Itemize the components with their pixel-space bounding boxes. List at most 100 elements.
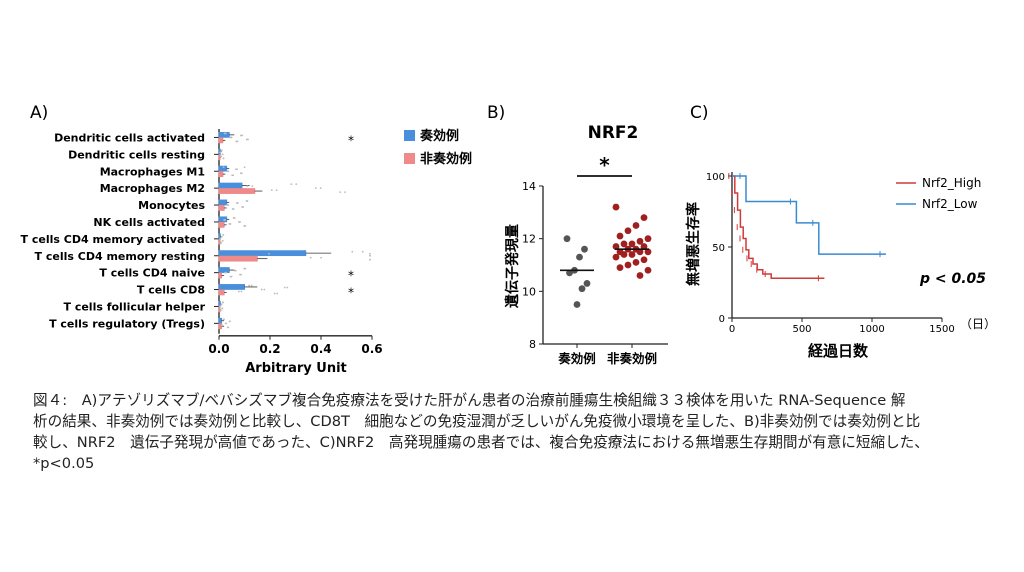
- panel-a-sample-dot: [369, 252, 371, 255]
- panel-a-sample-dot: [221, 239, 224, 242]
- panel-a-bar-nonresponder: [218, 171, 224, 178]
- panel-a-sample-dot: [224, 219, 227, 221]
- panel-a-sample-dot: [236, 168, 238, 171]
- panel-a-sample-dot: [239, 221, 241, 223]
- panel-a-category-label: Macrophages M1: [100, 165, 205, 178]
- panel-a-sample-dot: [225, 322, 228, 325]
- panel-a-sample-dot: [232, 174, 235, 177]
- panel-a-sample-dot: [319, 187, 322, 190]
- panel-a-sample-dot: [275, 189, 278, 192]
- panel-a-sample-dot: [237, 290, 240, 293]
- panel-b-data-point: [573, 301, 581, 308]
- panel-a-sample-dot: [229, 223, 232, 225]
- panel-a-x-tick-label: 0.0: [208, 342, 229, 356]
- legend-label-high: Nrf2_High: [922, 176, 981, 190]
- panel-a-bar-nonresponder: [218, 221, 225, 228]
- panel-a-bar-chart: 0.0 0.2 0.4 0.6 Dendritic cells activated * De…: [21, 129, 383, 356]
- panel-b-data-point: [581, 245, 588, 253]
- panel-a-significance-marker: *: [348, 286, 354, 300]
- panel-a-bar-responder: [218, 267, 230, 273]
- panel-b-data-point: [644, 248, 652, 256]
- panel-a-bar-nonresponder: [218, 289, 225, 296]
- panel-c-y-axis-label: 無増悪生存率: [685, 202, 702, 286]
- panel-a-category-label: T cells CD4 naive: [99, 267, 205, 280]
- panel-a-sample-dot: [369, 254, 371, 257]
- panel-a-sample-dot: [227, 204, 230, 206]
- panel-b-data-point: [616, 232, 624, 240]
- panel-b-data-point: [640, 243, 648, 250]
- panel-a-sample-dot: [244, 225, 247, 227]
- panel-b-category-label: 奏効例: [557, 351, 596, 366]
- panel-a-bar-responder: [218, 233, 221, 240]
- panel-a-sample-dot: [270, 189, 273, 192]
- panel-c-y-tick-label: 0: [719, 314, 725, 325]
- panel-a-sample-dot: [221, 153, 224, 156]
- panel-a-sample-dot: [339, 191, 342, 194]
- panel-c-y-tick-label: 50: [712, 243, 725, 254]
- panel-c-x-tick-label: 500: [792, 324, 811, 335]
- panel-a-sample-dot: [273, 292, 276, 295]
- panel-a-sample-dot: [251, 185, 254, 188]
- panel-a-sample-dot: [246, 200, 249, 202]
- panel-b-y-tick-label: 14: [522, 180, 536, 193]
- panel-a-bar-nonresponder: [218, 154, 221, 161]
- panel-a-category-label: Dendritic cells activated: [54, 131, 205, 144]
- caption-line-3: 較し、NRF2 遺伝子発現が高値であった、C)NRF2 高発現腫瘍の患者では、複…: [33, 434, 929, 451]
- panel-a-bar-nonresponder: [218, 238, 221, 245]
- panel-b-data-point: [612, 253, 620, 261]
- panel-a-category-label: Macrophages M2: [100, 182, 205, 195]
- panel-a-sample-dot: [234, 269, 237, 272]
- panel-a-sample-dot: [276, 292, 279, 295]
- panel-b-data-point: [566, 269, 573, 277]
- panel-a-bar-responder: [218, 300, 221, 307]
- panel-a-sample-dot: [290, 183, 293, 186]
- panel-b-data-point: [563, 235, 571, 243]
- panel-b-data-point: [624, 227, 632, 235]
- panel-b-dot-plot: 8 10 12 14 奏効例 非奏効例 *: [522, 153, 668, 366]
- panel-b-data-point: [583, 280, 591, 287]
- panel-a-sample-dot: [351, 250, 354, 253]
- panel-a-bar-responder: [218, 284, 245, 290]
- panel-c-x-tick-label: 1500: [929, 324, 954, 335]
- panel-c-x-tick-label: 1000: [859, 324, 884, 335]
- panel-b-title: NRF2: [588, 123, 639, 143]
- panel-a-sample-dot: [219, 151, 222, 154]
- panel-a-sample-dot: [247, 138, 249, 141]
- panel-a-sample-dot: [229, 320, 231, 323]
- panel-b-data-point: [640, 256, 648, 264]
- panel-b-data-point: [628, 240, 636, 248]
- panel-b-data-point: [576, 253, 583, 261]
- caption-line-1: 図４: A)アテゾリズマブ/ベバシズマブ複合免疫療法を受けた肝がん患者の治療前腫…: [33, 392, 906, 409]
- legend-swatch-nonresponder: [404, 153, 415, 164]
- panel-a-bar-responder: [218, 250, 307, 257]
- panel-a-sample-dot: [283, 286, 286, 289]
- panel-a-sample-dot: [344, 191, 346, 194]
- panel-a-category-label: T cells follicular helper: [63, 300, 205, 313]
- panel-a-category-label: Dendritic cells resting: [68, 148, 205, 161]
- panel-b-y-tick-label: 12: [522, 233, 536, 246]
- panel-b-data-point: [632, 222, 640, 229]
- panel-b-data-point: [636, 237, 644, 245]
- panel-a-sample-dot: [295, 183, 298, 186]
- panel-a-sample-dot: [240, 290, 243, 293]
- panel-a-x-tick-label: 0.2: [259, 342, 280, 356]
- panel-b-data-point: [644, 235, 652, 243]
- panel-a-sample-dot: [222, 301, 224, 304]
- panel-a-x-axis-label: Arbitrary Unit: [245, 361, 347, 376]
- panel-label-c: C): [690, 103, 709, 123]
- panel-a-x-tick-label: 0.6: [361, 342, 382, 356]
- panel-a-sample-dot: [220, 155, 223, 158]
- panel-b-data-point: [612, 203, 620, 211]
- panel-a-bar-nonresponder: [218, 255, 258, 262]
- panel-a-category-label: T cells CD4 memory resting: [35, 250, 205, 263]
- legend-label-responder: 奏効例: [419, 128, 459, 144]
- panel-a-sample-dot: [232, 208, 235, 210]
- panel-b-y-tick-label: 10: [522, 285, 536, 298]
- panel-c-survival-curve-low: [732, 175, 886, 255]
- panel-a-significance-marker: *: [348, 269, 354, 283]
- panel-a-bar-responder: [218, 182, 243, 189]
- panel-a-bar-nonresponder: [218, 188, 256, 194]
- panel-a-sample-dot: [243, 166, 246, 169]
